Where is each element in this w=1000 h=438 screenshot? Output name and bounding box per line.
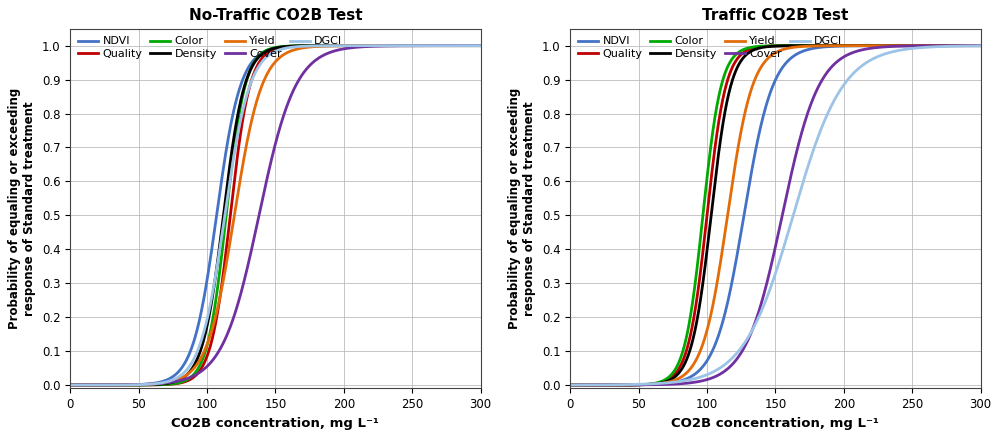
Title: No-Traffic CO2B Test: No-Traffic CO2B Test: [189, 8, 362, 23]
Title: Traffic CO2B Test: Traffic CO2B Test: [702, 8, 849, 23]
X-axis label: CO2B concentration, mg L⁻¹: CO2B concentration, mg L⁻¹: [671, 417, 879, 430]
X-axis label: CO2B concentration, mg L⁻¹: CO2B concentration, mg L⁻¹: [171, 417, 379, 430]
Y-axis label: Probability of equaling or exceeding
response of Standard treatment: Probability of equaling or exceeding res…: [8, 88, 36, 329]
Legend: NDVI, Quality, Color, Density, Yield, Cover, DGCI: NDVI, Quality, Color, Density, Yield, Co…: [76, 34, 344, 61]
Legend: NDVI, Quality, Color, Density, Yield, Cover, DGCI: NDVI, Quality, Color, Density, Yield, Co…: [576, 34, 844, 61]
Y-axis label: Probability of equaling or exceeding
response of Standard treatment: Probability of equaling or exceeding res…: [508, 88, 536, 329]
